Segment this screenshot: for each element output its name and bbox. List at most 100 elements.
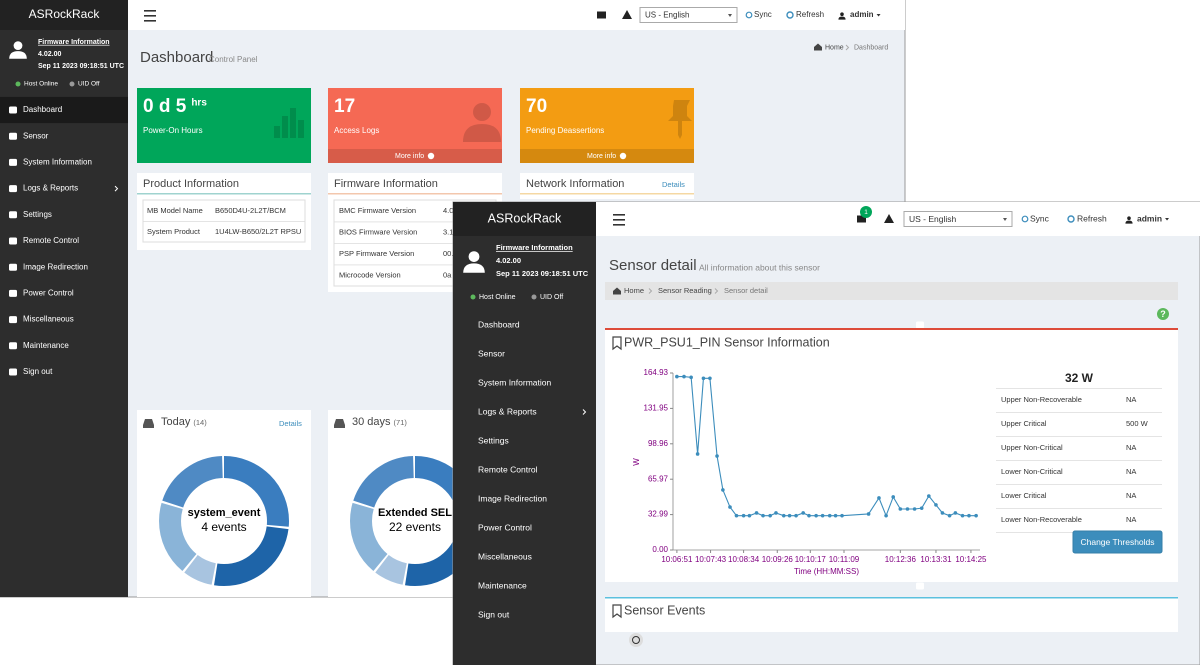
data-point <box>741 513 746 518</box>
menu-icon <box>9 289 17 297</box>
data-point <box>715 454 719 458</box>
tile-footer <box>328 149 502 163</box>
tile-label: Pending Deassertions <box>526 126 604 135</box>
panel-title: Product Information <box>143 178 239 190</box>
button-label[interactable]: Change Thresholds <box>1080 537 1154 547</box>
data-point <box>807 513 811 518</box>
menu-active <box>0 96 128 124</box>
menu-item[interactable]: Maintenance <box>23 341 69 350</box>
donut-segment <box>350 456 480 586</box>
menu-toggle <box>613 214 625 216</box>
row-label: BMC Firmware Version <box>339 206 416 215</box>
sidebar <box>453 202 596 665</box>
menu-item[interactable]: Miscellaneous <box>478 551 532 561</box>
menu-item[interactable]: Remote Control <box>23 236 79 245</box>
help[interactable]: ? <box>1160 309 1166 319</box>
menu-item[interactable]: Power Control <box>478 522 532 532</box>
badge-count: 1 <box>864 209 868 216</box>
menu-item[interactable]: Sign out <box>478 609 510 619</box>
row-divider <box>143 221 305 222</box>
separator <box>582 409 587 415</box>
breadcrumb[interactable]: Sensor Reading <box>658 286 712 295</box>
refresh[interactable]: Refresh <box>1077 213 1107 223</box>
menu-item[interactable]: Image Redirection <box>23 262 88 271</box>
row-value: 0a <box>443 270 452 279</box>
home-icon <box>814 43 822 51</box>
threshold-label: Lower Non-Recoverable <box>1001 515 1082 524</box>
brand-bar <box>0 0 128 30</box>
caret <box>1003 218 1007 221</box>
menu-item[interactable]: System Information <box>23 158 92 167</box>
menu-item[interactable]: Miscellaneous <box>23 315 74 324</box>
language[interactable]: US - English <box>909 214 957 224</box>
row-value: 1U4LW-B650/2L2T RPSU <box>215 227 301 236</box>
sync[interactable]: Sync <box>754 10 772 19</box>
sync[interactable]: Sync <box>1030 213 1050 223</box>
menu-item[interactable]: Sign out <box>23 367 53 376</box>
menu-item[interactable]: Sensor <box>23 131 49 140</box>
panel-title: Today <box>161 416 191 428</box>
firmware-link[interactable]: Firmware Information <box>38 39 110 46</box>
page-subheading: Control Panel <box>209 55 258 64</box>
firmware-link[interactable]: Firmware Information <box>496 243 573 252</box>
tile-icon <box>463 124 501 142</box>
details-link[interactable]: Details <box>662 180 685 189</box>
user-menu[interactable]: admin <box>1137 213 1162 223</box>
tile-value: 0 d 5 <box>143 96 187 117</box>
tile-icon <box>298 120 304 138</box>
data-point <box>708 376 712 381</box>
more-info[interactable]: More info <box>587 153 616 160</box>
badge <box>860 206 872 218</box>
row-divider <box>334 243 496 244</box>
y-tick-label: 0.00 <box>652 545 668 554</box>
data-point <box>919 506 924 510</box>
menu-item[interactable]: Maintenance <box>478 580 527 590</box>
menu-item[interactable]: Settings <box>23 210 52 219</box>
menu-item[interactable]: Dashboard <box>478 319 520 329</box>
tile-icon <box>473 103 491 121</box>
data-point <box>695 452 700 456</box>
breadcrumb[interactable]: Home <box>825 44 844 51</box>
menu-item[interactable]: Logs & Reports <box>23 184 78 193</box>
menu-icon <box>916 582 924 590</box>
x-tick-label: 10:11:09 <box>829 555 860 564</box>
x-tick-label: 10:12:36 <box>885 555 917 564</box>
threshold-value: NA <box>1126 515 1136 524</box>
menu-item[interactable]: Sensor <box>478 348 505 358</box>
breadcrumb[interactable]: Home <box>624 286 644 295</box>
menu-item[interactable]: Remote Control <box>478 464 538 474</box>
language-select <box>639 7 738 23</box>
alert-icon <box>622 10 632 19</box>
tile-unit: hrs <box>191 98 207 109</box>
data-point <box>827 513 832 518</box>
data-point <box>774 511 778 515</box>
details-link[interactable]: Details <box>279 419 302 428</box>
menu-item[interactable]: Logs & Reports <box>478 406 537 416</box>
menu-item[interactable]: Settings <box>478 435 509 445</box>
language[interactable]: US - English <box>645 11 689 20</box>
tile-icon <box>668 100 692 139</box>
x-tick-label: 10:09:26 <box>762 555 794 564</box>
menu-item[interactable]: System Information <box>478 377 551 387</box>
refresh[interactable]: Refresh <box>796 10 824 19</box>
menu-item[interactable]: Power Control <box>23 289 74 298</box>
threshold-label: Lower Non-Critical <box>1001 467 1063 476</box>
more-info[interactable]: More info <box>395 153 424 160</box>
data-point <box>953 511 958 515</box>
tile-label: Power-On Hours <box>143 126 203 135</box>
menu-icon <box>9 158 17 166</box>
donut-count: 22 events <box>389 520 441 534</box>
menu-item[interactable]: Dashboard <box>23 105 62 114</box>
tile-icon <box>274 126 280 138</box>
firmware-date: Sep 11 2023 09:18:51 UTC <box>496 269 589 278</box>
donut-label: system_event <box>188 507 261 519</box>
row-value: 4.0 <box>443 206 453 215</box>
menu-icon <box>9 237 17 245</box>
change-thresholds-button[interactable] <box>1072 530 1163 554</box>
menu-item[interactable]: Image Redirection <box>478 493 547 503</box>
donut-segment <box>159 456 289 586</box>
user-menu[interactable]: admin <box>850 10 874 19</box>
panel-divider <box>137 193 311 195</box>
threshold-value: NA <box>1126 467 1136 476</box>
data-point <box>734 513 739 518</box>
